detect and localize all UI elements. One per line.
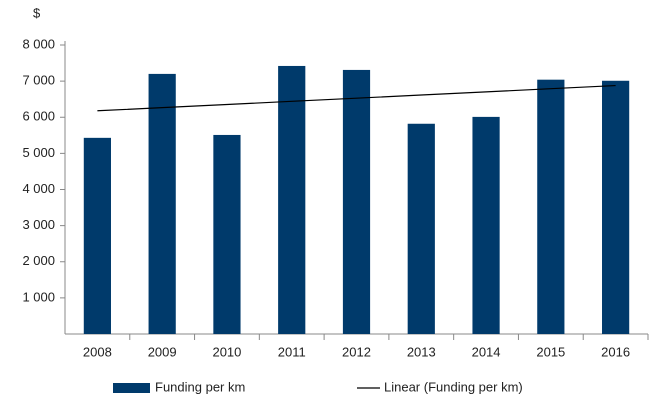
bar <box>407 123 435 334</box>
x-tick-label: 2016 <box>601 344 630 359</box>
bar <box>278 65 306 334</box>
y-tick-label: 4 000 <box>22 181 55 196</box>
x-tick-label: 2009 <box>148 344 177 359</box>
y-axis-label: $ <box>33 5 41 20</box>
x-tick-label: 2015 <box>536 344 565 359</box>
legend-label: Linear (Funding per km) <box>384 379 523 394</box>
y-tick-label: 1 000 <box>22 289 55 304</box>
y-tick-label: 6 000 <box>22 109 55 124</box>
x-tick-label: 2013 <box>407 344 436 359</box>
bar <box>342 69 371 335</box>
legend-swatch <box>113 383 150 393</box>
bar <box>213 134 241 334</box>
y-tick-label: 8 000 <box>22 36 55 51</box>
x-tick-label: 2011 <box>278 344 306 359</box>
trend-line <box>97 84 616 112</box>
bar <box>472 116 500 334</box>
y-tick-label: 7 000 <box>22 73 55 88</box>
bar <box>148 73 176 335</box>
y-tick-label: 5 000 <box>22 145 55 160</box>
x-tick-label: 2010 <box>212 344 241 359</box>
y-tick-label: 3 000 <box>22 217 55 232</box>
bar <box>537 79 565 335</box>
y-tick-label: 2 000 <box>22 253 55 268</box>
bar <box>83 137 111 334</box>
bar <box>602 80 630 334</box>
x-tick-label: 2008 <box>83 344 112 359</box>
x-tick-label: 2012 <box>342 344 371 359</box>
legend-label: Funding per km <box>155 379 245 394</box>
x-tick-label: 2014 <box>472 344 501 359</box>
